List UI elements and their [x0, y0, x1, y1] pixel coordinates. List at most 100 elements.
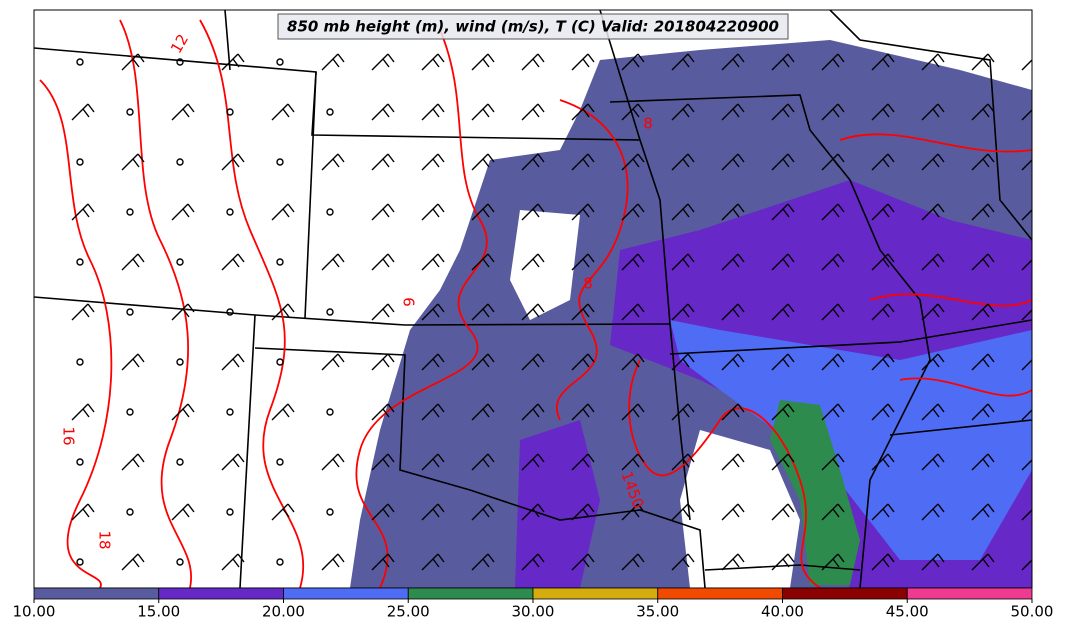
wind-barb — [121, 53, 145, 71]
wind-barb — [71, 303, 95, 321]
temperature-contours — [39, 19, 1032, 588]
wind-barb — [971, 303, 995, 321]
wind-barb — [621, 503, 645, 521]
wind-barb — [971, 453, 995, 471]
colorbar: 10.00 15.00 20.00 25.00 30.00 35.00 40.00 45.00… — [13, 587, 1053, 621]
wind-barb — [521, 103, 545, 121]
wind-barb — [971, 353, 995, 371]
calm-marker — [176, 258, 184, 266]
wind-barb — [471, 103, 495, 121]
wind-barb — [1021, 509, 1032, 521]
wind-barb — [871, 403, 895, 421]
wind-barb — [571, 503, 595, 521]
wind-barb — [821, 353, 845, 371]
wind-barb — [1021, 59, 1032, 71]
wind-barb — [821, 553, 845, 571]
wind-barb — [721, 353, 745, 371]
wind-barb — [821, 153, 845, 171]
wind-barb — [421, 303, 445, 321]
wind-barb — [671, 103, 695, 121]
wind-barb — [921, 503, 945, 521]
wind-barb — [821, 253, 845, 271]
colorbar-segment — [782, 587, 908, 600]
calm-marker — [276, 558, 284, 566]
wind-barb — [221, 453, 245, 471]
wind-barb — [421, 103, 445, 121]
wind-barb — [671, 203, 695, 221]
calm-marker — [176, 558, 184, 566]
wind-barb — [1021, 309, 1032, 321]
wind-barb — [521, 353, 545, 371]
wind-barb — [721, 503, 745, 521]
wind-barb — [471, 153, 495, 171]
wind-barb — [771, 153, 795, 171]
colorbar-segment — [283, 587, 409, 600]
wind-barb — [771, 303, 795, 321]
wind-barb — [671, 503, 695, 521]
wind-barb — [421, 553, 445, 571]
wind-barb — [921, 303, 945, 321]
wind-barb — [671, 403, 695, 421]
wind-barb — [971, 253, 995, 271]
wind-barb — [221, 353, 245, 371]
wind-barb — [421, 353, 445, 371]
shade-15-20 — [515, 420, 600, 588]
wind-barb — [471, 303, 495, 321]
wind-barb — [571, 103, 595, 121]
wind-barb — [621, 403, 645, 421]
wind-barb — [971, 203, 995, 221]
wind-barb — [871, 453, 895, 471]
calm-marker — [126, 308, 134, 316]
clear-area — [680, 430, 800, 588]
wind-barb — [321, 253, 345, 271]
colorbar-segment — [906, 587, 1033, 600]
calm-marker — [276, 258, 284, 266]
map-title: 850 mb height (m), wind (m/s), T (C) Val… — [287, 18, 779, 36]
wind-barb — [71, 403, 95, 421]
wind-barb — [721, 253, 745, 271]
wind-barb — [421, 503, 445, 521]
wind-barb — [771, 353, 795, 371]
wind-barb — [371, 253, 395, 271]
wind-barb — [621, 303, 645, 321]
colorbar-label: 10.00 — [13, 603, 56, 621]
wind-barb — [621, 103, 645, 121]
wind-barb — [971, 553, 995, 571]
colorbar-segment — [657, 587, 783, 600]
calm-marker — [126, 508, 134, 516]
wind-barb — [921, 153, 945, 171]
wind-barb — [71, 203, 95, 221]
wind-barb — [871, 503, 895, 521]
wind-barb — [621, 203, 645, 221]
wind-barb — [921, 53, 945, 71]
contour-label: 8 — [643, 115, 653, 133]
wind-barb — [471, 453, 495, 471]
wind-barb — [871, 103, 895, 121]
wind-barbs — [71, 53, 1032, 571]
wind-barb — [571, 403, 595, 421]
wind-barb — [671, 53, 695, 71]
wind-barb — [1021, 209, 1032, 221]
wind-barb — [871, 153, 895, 171]
calm-marker — [226, 108, 234, 116]
colorbar-label: 15.00 — [137, 603, 180, 621]
wind-barb — [471, 253, 495, 271]
wind-barb — [371, 553, 395, 571]
wind-barb — [921, 253, 945, 271]
title-box — [277, 13, 789, 40]
wind-barb — [921, 203, 945, 221]
wind-barb — [121, 453, 145, 471]
wind-barb — [621, 153, 645, 171]
wind-barb — [621, 253, 645, 271]
wind-barb — [571, 553, 595, 571]
contour-label: 18 — [96, 530, 114, 549]
contour-label: 8 — [583, 275, 593, 293]
wind-barb — [671, 303, 695, 321]
wind-barb — [621, 453, 645, 471]
wind-barb — [671, 453, 695, 471]
wind-barb — [271, 503, 295, 521]
wind-barb — [771, 553, 795, 571]
wind-barb — [371, 453, 395, 471]
wind-barb — [721, 303, 745, 321]
